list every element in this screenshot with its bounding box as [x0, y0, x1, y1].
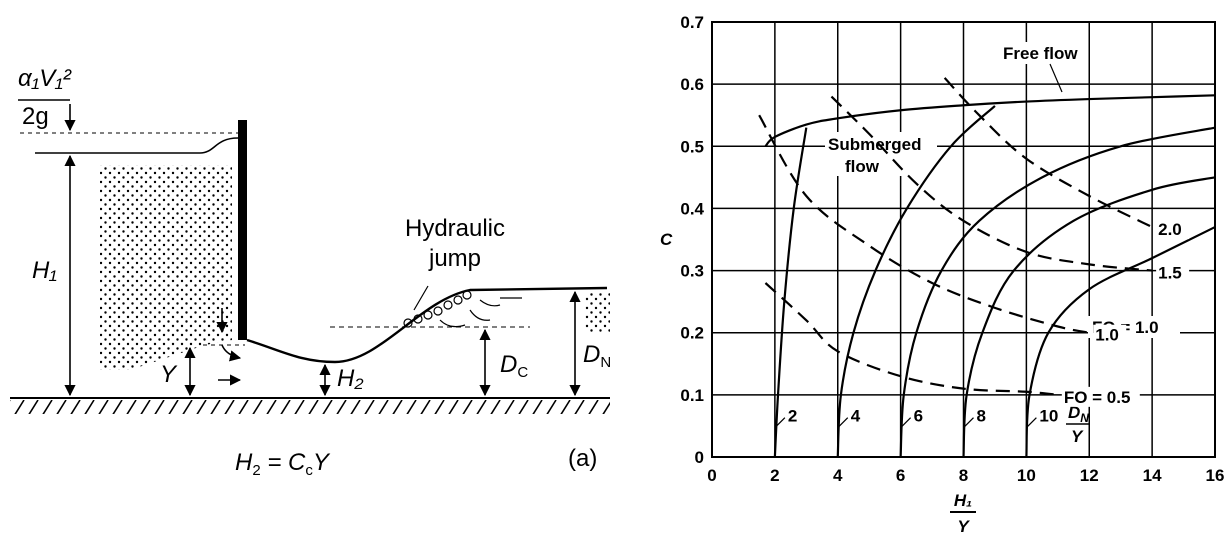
label-bg [1093, 324, 1127, 345]
label-bg [825, 132, 937, 176]
dn-ratio-num: DN [1068, 403, 1089, 425]
leader [963, 417, 974, 429]
label-bg [785, 405, 800, 426]
dashed-curve [764, 282, 1058, 396]
x-tick-label: 12 [1080, 466, 1099, 485]
x-tick-label: 14 [1143, 466, 1162, 485]
series-label: 2 [788, 407, 797, 426]
label-dn: DN [583, 341, 611, 371]
series-label: 10 [1039, 407, 1058, 426]
curve [1025, 226, 1216, 458]
leader [900, 417, 912, 429]
series-label: 4 [851, 407, 861, 426]
series-label: 2.0 [1158, 220, 1182, 239]
x-label-den: Y [957, 517, 970, 536]
label-bg [974, 405, 989, 426]
label-dc: DC [500, 351, 528, 381]
eq-part: c [305, 462, 313, 479]
y-tick-label: 0.3 [680, 262, 704, 281]
label-bg [848, 405, 863, 426]
leader [413, 285, 429, 311]
dashed-curve [830, 95, 1153, 272]
x-tick-label: 4 [833, 466, 843, 485]
submerged-label: flow [845, 157, 880, 176]
leader [1049, 63, 1063, 93]
label-bg [1000, 42, 1082, 64]
curve [962, 176, 1216, 458]
energy-head-num: α₁V₁² [18, 65, 72, 92]
energy-head-den: 2g [22, 103, 49, 130]
jump-label: jump [428, 245, 481, 272]
panel-label: (a) [568, 445, 597, 472]
chart: C H₁ Y Free flow Submerged flow FO = 1.0… [660, 13, 1224, 536]
y-tick-label: 0.6 [680, 75, 704, 94]
y-tick-label: 0.7 [680, 13, 704, 32]
curve [764, 94, 1216, 148]
label-bg [1037, 405, 1062, 426]
y-tick-label: 0.1 [680, 386, 704, 405]
x-tick-label: 6 [896, 466, 905, 485]
dn-sub: N [600, 354, 611, 371]
label-bg [911, 405, 926, 426]
series-label: 6 [914, 407, 923, 426]
diagram-labels: α₁V₁² 2g H₁ Y H₂ DC DN Hydraulic jump H2… [18, 65, 611, 479]
water-surface [246, 286, 608, 364]
x-tick-label: 2 [770, 466, 779, 485]
label-h2: H₂ [337, 365, 363, 392]
arrow [221, 344, 242, 362]
dn-ratio-main: D [1068, 403, 1080, 422]
series-label: 1.0 [1095, 326, 1119, 345]
eq-part: H [235, 449, 253, 476]
y-axis-label: C [660, 230, 673, 249]
x-tick-label: 8 [959, 466, 968, 485]
dn-ratio-sub: N [1080, 411, 1089, 425]
x-tick-label: 10 [1017, 466, 1036, 485]
reservoir-dots [100, 165, 232, 370]
series-label: FO = 0.5 [1064, 388, 1131, 407]
diagram [10, 99, 610, 414]
jump-label: Hydraulic [405, 215, 505, 242]
y-tick-label: 0.5 [680, 137, 704, 156]
label-h1: H₁ [32, 257, 57, 284]
sluice-gate [238, 120, 247, 340]
jump-rollers [403, 290, 522, 328]
eq-part: Y [313, 449, 331, 476]
x-tick-label: 0 [707, 466, 716, 485]
dc-sub: C [517, 364, 528, 381]
upstream-surface [35, 137, 239, 154]
leader [774, 417, 786, 429]
dashed-curve [758, 114, 1090, 334]
eq-part: = C [261, 449, 306, 476]
label-bg [1156, 219, 1190, 240]
dn-ratio-den: Y [1071, 427, 1084, 446]
label-bg [1061, 386, 1140, 407]
leader [837, 417, 849, 429]
series-label: 1.5 [1158, 264, 1182, 283]
label-y: Y [160, 361, 178, 388]
free-flow-label: Free flow [1003, 44, 1078, 63]
x-label-num: H₁ [954, 491, 972, 510]
y-tick-label: 0 [695, 448, 704, 467]
dashed-curve [943, 77, 1153, 229]
curve [836, 105, 996, 458]
leader [1025, 417, 1037, 429]
y-tick-label: 0.4 [680, 199, 704, 218]
dn-main: D [583, 341, 600, 368]
y-tick-label: 0.2 [680, 324, 704, 343]
equation: H2 = CcY [235, 449, 331, 479]
x-tick-label: 16 [1206, 466, 1224, 485]
curve [899, 126, 1216, 458]
dc-main: D [500, 351, 517, 378]
submerged-label: Submerged [828, 135, 922, 154]
label-bg [1156, 262, 1190, 283]
series-label: 8 [977, 407, 986, 426]
ground-hatch [10, 400, 610, 414]
downstream-dots [585, 292, 610, 332]
eq-part: 2 [252, 462, 260, 479]
